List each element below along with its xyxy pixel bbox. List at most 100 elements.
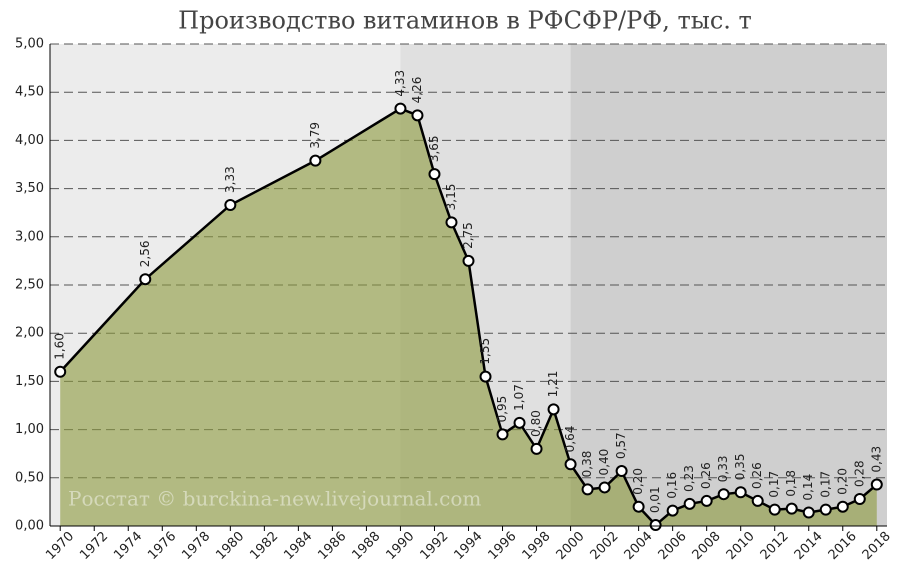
x-tick-label: 1976 [145,529,179,563]
y-tick-label: 2,50 [15,278,44,293]
y-tick-label: 1,50 [15,374,44,389]
x-tick-label: 1982 [247,529,281,563]
x-tick-label: 2002 [588,529,622,563]
point [853,493,866,506]
area [60,108,877,526]
data-label: 0,38 [580,451,594,478]
point [700,494,713,507]
data-label: 0,17 [767,471,781,498]
data-label: 0,17 [818,471,832,498]
x-tick-label: 2008 [690,529,724,563]
data-label: 0,14 [801,474,815,501]
x-tick-label: 2006 [656,529,690,563]
x-tick-label: 1988 [349,529,383,563]
y-tick-label: 4,00 [15,133,44,148]
point [411,109,424,122]
point [581,483,594,496]
point [224,198,237,211]
point [496,428,509,441]
y-tick-label: 1,00 [15,422,44,437]
x-tick-label: 1990 [383,529,417,563]
point [547,403,560,416]
data-label: 0,20 [835,468,849,495]
x-tick-label: 2014 [792,529,826,563]
data-label: 0,26 [750,462,764,489]
point [615,465,628,478]
chart-title: Производство витаминов в РФСФР/РФ, тыс. … [178,7,752,35]
data-label: 1,60 [53,333,67,360]
y-tick-label: 3,00 [15,229,44,244]
data-label: 0,28 [852,460,866,487]
point [462,254,475,267]
x-tick-label: 1978 [179,529,213,563]
point [139,273,152,286]
x-tick-label: 2010 [724,529,758,563]
data-label: 0,18 [784,470,798,497]
y-tick-label: 0,00 [15,519,44,534]
y-tick-label: 3,50 [15,181,44,196]
x-tick-label: 1974 [111,529,145,563]
data-label: 1,55 [478,338,492,365]
point [768,503,781,516]
data-label: 0,43 [869,446,883,473]
x-tick-label: 2016 [826,529,860,563]
point [870,478,883,491]
point [309,154,322,167]
y-tick-label: 0,50 [15,470,44,485]
y-tick-label: 5,00 [15,37,44,52]
point [530,442,543,455]
point [802,506,815,519]
data-label: 3,65 [427,135,441,162]
data-label: 4,33 [393,70,407,97]
point [479,370,492,383]
data-label: 2,75 [461,222,475,249]
point [564,458,577,471]
data-label: 0,20 [631,468,645,495]
data-label: 0,01 [648,486,662,513]
x-tick-label: 1972 [77,529,111,563]
data-label: 0,33 [716,455,730,482]
x-tick-label: 2004 [622,529,656,563]
data-label: 0,35 [733,454,747,481]
data-label: 0,26 [699,462,713,489]
data-label: 0,57 [614,432,628,459]
data-label: 3,79 [308,122,322,149]
point [785,502,798,515]
point [632,500,645,513]
data-label: 0,64 [563,426,577,453]
data-label: 1,07 [512,384,526,411]
point [598,481,611,494]
x-tick-label: 1994 [451,529,485,563]
point [428,168,441,181]
point [734,486,747,499]
data-label: 0,80 [529,410,543,437]
point [717,488,730,501]
x-tick-label: 2018 [860,529,894,563]
x-tick-label: 1992 [417,529,451,563]
x-tick-label: 2000 [554,529,588,563]
data-label: 4,26 [410,77,424,104]
point [445,216,458,229]
data-label: 2,56 [138,240,152,267]
point [666,504,679,517]
data-label: 1,21 [546,371,560,398]
x-tick-label: 1996 [486,529,520,563]
x-tick-label: 2012 [758,529,792,563]
y-tick-label: 2,00 [15,326,44,341]
y-tick-label: 4,50 [15,85,44,100]
data-label: 3,15 [444,184,458,211]
point [836,500,849,513]
x-tick-label: 1986 [315,529,349,563]
point [819,503,832,516]
point [751,494,764,507]
data-label: 0,40 [597,449,611,476]
x-tick-label: 1998 [520,529,554,563]
data-label: 0,23 [682,465,696,492]
point [54,365,67,378]
data-label: 0,16 [665,472,679,499]
x-tick-label: 1970 [43,529,77,563]
data-label: 0,95 [495,396,509,423]
x-tick-label: 1984 [281,529,315,563]
